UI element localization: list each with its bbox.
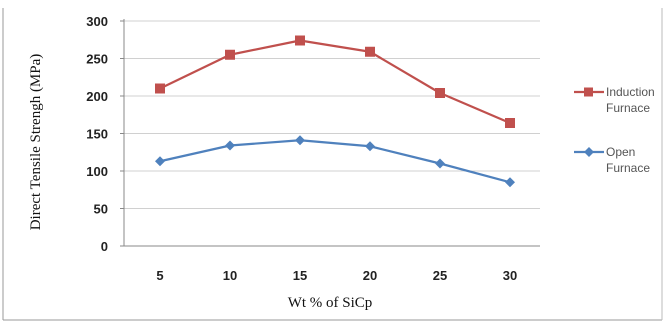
x-tick-label-15: 15 (293, 268, 307, 283)
gridlines (124, 20, 540, 209)
series-line-1 (159, 139, 511, 184)
x-tick-label-10: 10 (223, 268, 237, 283)
series-1 (155, 135, 515, 188)
data-point-0-0 (155, 83, 165, 94)
data-point-1-1 (225, 140, 235, 151)
y-tick-label-250: 250 (86, 52, 108, 67)
data-point-1-2 (295, 135, 305, 146)
legend-marker-0 (584, 87, 593, 97)
data-point-1-4 (435, 158, 445, 169)
legend: Induction Furnace Open Furnace (574, 85, 655, 175)
data-point-1-0 (155, 156, 165, 167)
data-point-0-3 (365, 46, 375, 57)
x-tick-label-25: 25 (433, 268, 447, 283)
legend-marker-1 (584, 147, 594, 157)
y-axis-title: Direct Tensile Strengh (MPa) (28, 54, 44, 231)
series-line-0 (159, 39, 511, 125)
data-point-0-2 (295, 35, 305, 46)
legend-label-1: Open Furnace (606, 145, 650, 175)
x-axis-title: Wt % of SiCp (288, 295, 373, 311)
y-tick-label-0: 0 (101, 239, 108, 254)
data-point-1-3 (365, 141, 375, 152)
y-tick-label-200: 200 (86, 89, 108, 104)
legend-label-0: Induction Furnace (606, 85, 655, 115)
data-point-0-1 (225, 49, 235, 60)
y-tick-label-100: 100 (86, 164, 108, 179)
y-tick-label-150: 150 (86, 127, 108, 142)
x-tick-label-5: 5 (156, 268, 163, 283)
y-tick-label-50: 50 (94, 202, 108, 217)
data-point-1-5 (505, 177, 515, 188)
legend-entry-0: Induction Furnace (574, 85, 655, 115)
data-point-0-4 (435, 88, 445, 98)
series-0 (155, 35, 515, 128)
axes: 0 50 100 150 200 250 300 5 10 15 20 25 30 (86, 14, 540, 283)
y-tick-label-300: 300 (86, 14, 108, 29)
x-tick-label-20: 20 (363, 268, 377, 283)
legend-entry-1: Open Furnace (574, 145, 650, 175)
x-tick-label-30: 30 (503, 268, 517, 283)
data-point-0-5 (505, 118, 515, 128)
series-group (155, 35, 515, 188)
